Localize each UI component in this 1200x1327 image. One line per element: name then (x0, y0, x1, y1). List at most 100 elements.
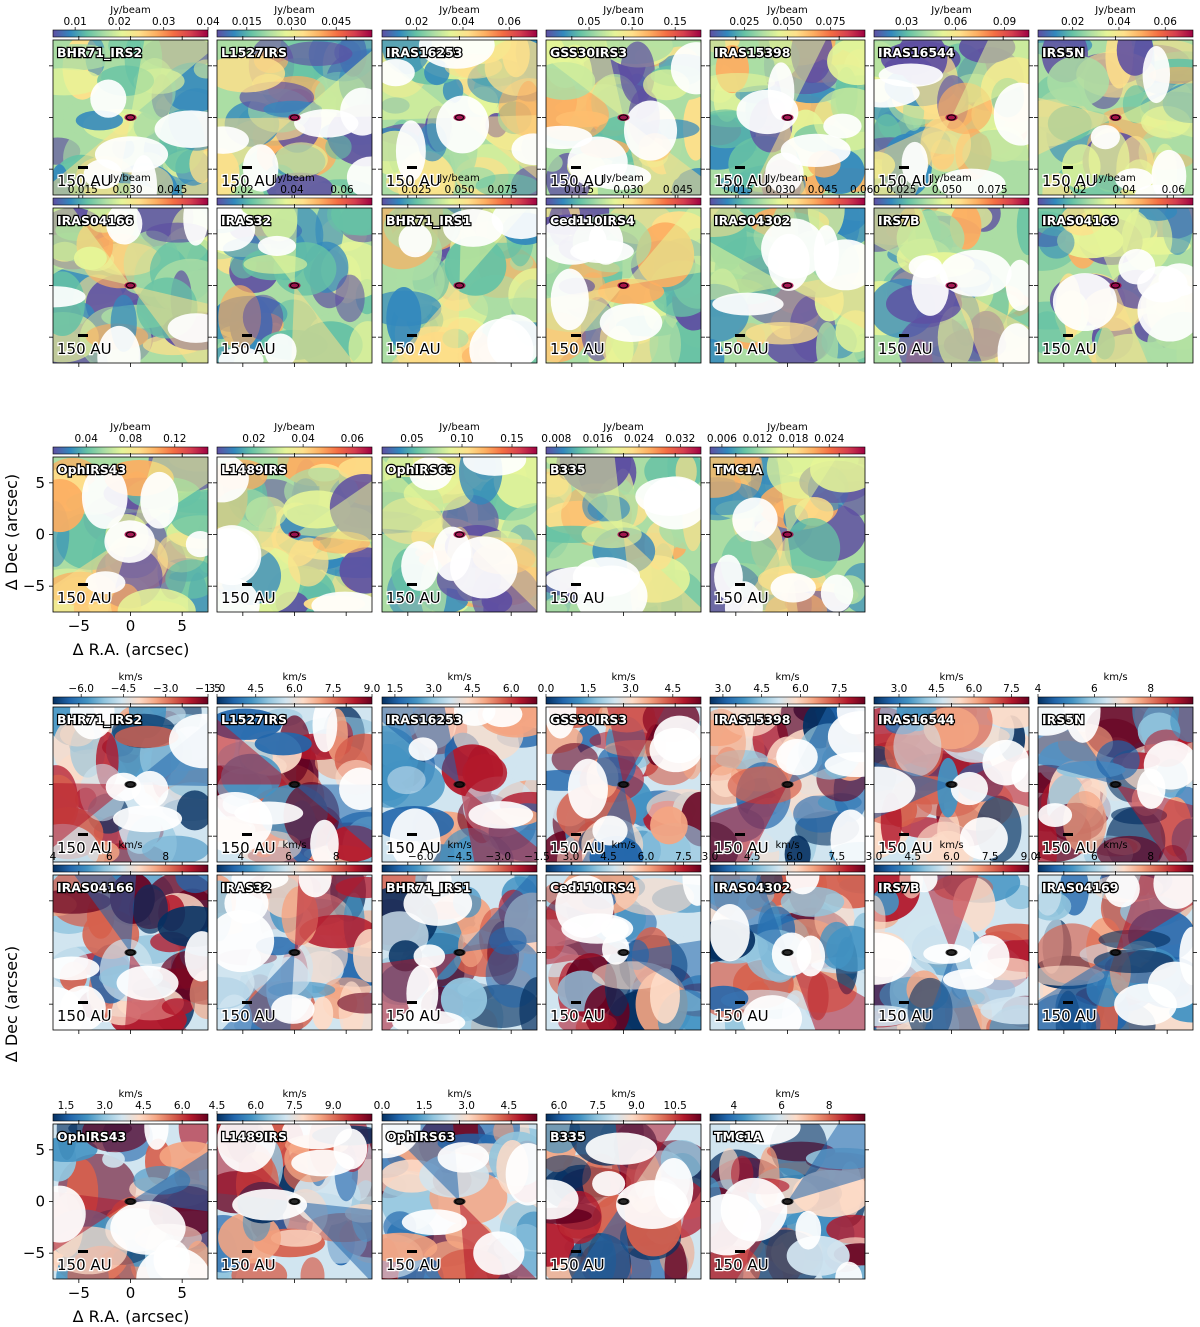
colorbar-tick-label: 0.15 (663, 16, 686, 28)
scale-bar-label: 150 AU (57, 340, 112, 358)
scale-bar (1063, 334, 1073, 337)
y-tick-label: 0 (35, 526, 45, 544)
map-image (217, 1124, 372, 1279)
scale-bar-label: 150 AU (1042, 340, 1097, 358)
colorbar-tick-label: −3.0 (486, 851, 512, 863)
colorbar-tick-label: 6.0 (551, 1100, 568, 1112)
panel-velocity-IRAS04166: 4 6 8 km/s IRAS04166 150 AU (49, 840, 212, 1034)
scale-bar-label: 150 AU (386, 1007, 441, 1025)
map-image (546, 457, 701, 612)
colorbar-tick-label: 3.0 (209, 683, 226, 695)
source-name-label: L1527IRS (221, 45, 287, 60)
colorbar-tick-label: 0.075 (816, 16, 846, 28)
panel-intensity-IRS7B: 0.025 0.050 0.075 Jy/beam IRS7B 150 AU (870, 173, 1033, 367)
colorbar-unit-label: km/s (1103, 672, 1127, 683)
panel-intensity-IRAS16544: 0.03 0.06 0.09 Jy/beam IRAS16544 150 AU (870, 5, 1033, 199)
colorbar-tick-label: 0.015 (723, 184, 753, 196)
scale-bar-label: 150 AU (221, 172, 276, 190)
colorbar-tick-label: 6.0 (792, 683, 809, 695)
scale-bar-label: 150 AU (221, 589, 276, 607)
colorbar (709, 1113, 866, 1122)
colorbar-tick-label: 6.0 (943, 851, 960, 863)
source-name-label: BHR71_IRS1 (386, 213, 471, 229)
colorbar-tick-label: 3.0 (866, 851, 883, 863)
colorbar-tick-label: 1.5 (58, 1100, 75, 1112)
colorbar-tick-label: 6 (778, 1100, 785, 1112)
map-image (710, 1124, 865, 1279)
colorbar-tick-label: 4.5 (753, 683, 770, 695)
colorbar (709, 446, 866, 455)
colorbar-unit-label: km/s (775, 840, 799, 851)
colorbar-tick-label: 4 (50, 851, 57, 863)
scale-bar-label: 150 AU (550, 340, 605, 358)
colorbar-tick-label: 0.06 (330, 184, 354, 196)
colorbar (216, 696, 373, 705)
colorbar-unit-label: km/s (282, 1089, 306, 1100)
colorbar-tick-label: 0.04 (1107, 16, 1131, 28)
colorbar-tick-label: 0.030 (765, 184, 795, 196)
colorbar-tick-label: 0.024 (624, 433, 654, 445)
colorbar-tick-label: 0.075 (977, 184, 1007, 196)
source-name-label: IRAS32 (221, 213, 271, 228)
colorbar-tick-label: 0.04 (196, 16, 220, 28)
source-name-label: IRAS04166 (57, 880, 134, 895)
colorbar-tick-label: 0.015 (232, 16, 262, 28)
x-tick-label: −5 (68, 1284, 90, 1302)
colorbar (381, 29, 538, 38)
panel-intensity-IRAS16253: 0.02 0.04 0.06 Jy/beam IRAS16253 150 AU (378, 5, 541, 199)
scale-bar (1063, 833, 1073, 836)
map-image (874, 875, 1029, 1030)
source-name-label: BHR71_IRS1 (386, 880, 471, 896)
panel-velocity-IRAS04302: 3.0 4.5 6.0 7.5 km/s IRAS04302 150 AU (702, 840, 869, 1034)
colorbar-tick-label: 4.5 (600, 851, 617, 863)
colorbar-tick-label: 0.02 (1063, 184, 1086, 196)
colorbar-unit-label: Jy/beam (1094, 173, 1136, 184)
colorbar-tick-label: 9.0 (325, 1100, 342, 1112)
colorbar (1037, 29, 1194, 38)
source-name-label: IRAS16253 (386, 45, 462, 60)
colorbar-tick-label: 0.025 (729, 16, 759, 28)
colorbar-tick-label: 0.02 (242, 433, 265, 445)
colorbar-tick-label: 0.030 (613, 184, 643, 196)
colorbar (1037, 864, 1194, 873)
colorbar-tick-label: 0.03 (152, 16, 175, 28)
colorbar-tick-label: 0.025 (886, 184, 916, 196)
colorbar (709, 29, 866, 38)
source-name-label: IRS5N (1042, 45, 1084, 60)
scale-bar (899, 833, 909, 836)
x-tick-label: −5 (68, 617, 90, 635)
colorbar-tick-label: 0.02 (405, 16, 428, 28)
scale-bar-label: 150 AU (57, 1256, 112, 1274)
colorbar-tick-label: 0.016 (583, 433, 613, 445)
colorbar-unit-label: Jy/beam (766, 422, 808, 433)
colorbar-tick-label: 0.02 (108, 16, 131, 28)
colorbar-tick-label: 0.045 (808, 184, 838, 196)
colorbar-unit-label: Jy/beam (930, 173, 972, 184)
colorbar (216, 1113, 373, 1122)
colorbar (709, 696, 866, 705)
scale-bar-label: 150 AU (550, 1256, 605, 1274)
colorbar-unit-label: Jy/beam (930, 5, 972, 16)
colorbar-unit-label: km/s (282, 840, 306, 851)
colorbar-tick-label: 0.12 (163, 433, 186, 445)
scale-bar (1063, 166, 1073, 169)
colorbar-tick-label: −6.0 (68, 683, 94, 695)
scale-bar (899, 334, 909, 337)
source-name-label: OphIRS43 (57, 462, 126, 477)
colorbar-unit-label: km/s (775, 672, 799, 683)
panel-intensity-IRAS32: 0.02 0.04 0.06 Jy/beam IRAS32 150 AU (213, 173, 376, 367)
scale-bar (899, 166, 909, 169)
colorbar-tick-label: 6 (1091, 683, 1098, 695)
scale-bar (571, 166, 581, 169)
scale-bar-label: 150 AU (57, 172, 112, 190)
x-tick-label: 5 (177, 1284, 187, 1302)
scale-bar (242, 833, 252, 836)
source-name-label: IRAS04302 (714, 213, 790, 228)
scale-bar-label: 150 AU (221, 340, 276, 358)
panel-velocity-OphIRS63: 0.0 1.5 3.0 4.5 km/s OphIRS63 150 AU (374, 1089, 541, 1283)
colorbar-tick-label: 0.04 (291, 433, 315, 445)
map-image (546, 875, 701, 1030)
colorbar (52, 1113, 209, 1122)
